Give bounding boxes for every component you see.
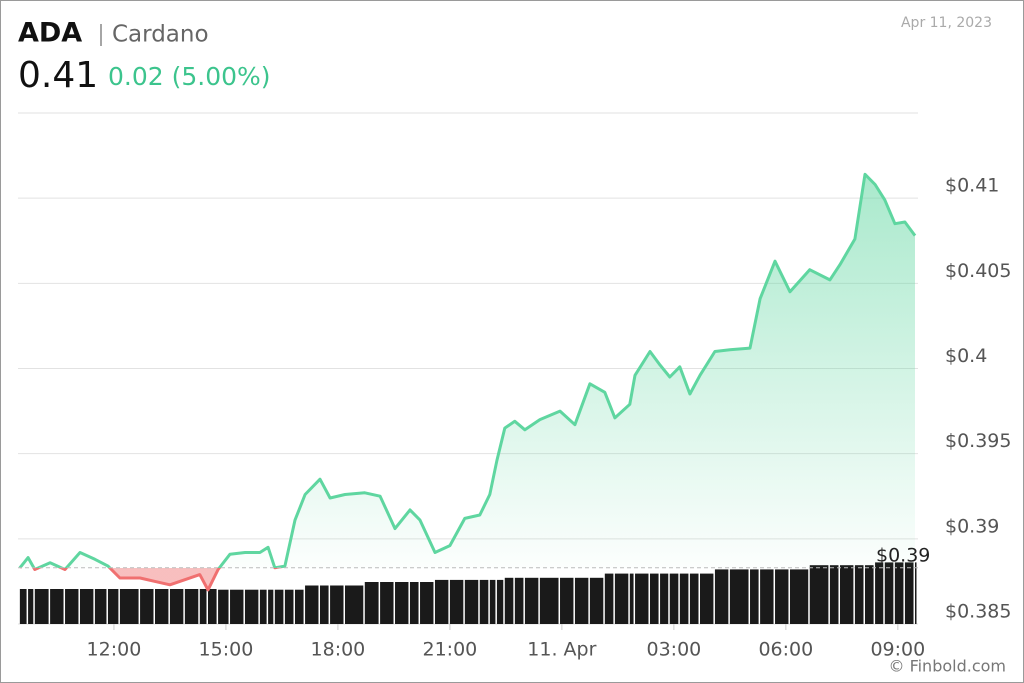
volume-bar: [434, 579, 449, 624]
volume-bar: [629, 573, 634, 624]
volume-bar: [915, 562, 917, 624]
volume-bar: [294, 589, 304, 624]
volume-bar: [829, 565, 839, 624]
volume-bar: [524, 577, 539, 624]
volume-bar: [119, 589, 139, 624]
x-tick-label: 03:00: [646, 639, 701, 661]
volume-bar: [274, 589, 284, 624]
x-tick-label: 11. Apr: [527, 639, 596, 661]
volume-bar: [395, 582, 409, 624]
volume-bar: [479, 579, 489, 624]
credit: © Finbold.com: [888, 657, 1006, 676]
y-tick-label: $0.405: [945, 260, 1011, 282]
volume-bar: [775, 569, 789, 624]
volume-bar: [539, 577, 559, 624]
volume-bar: [574, 577, 589, 624]
volume-bar: [244, 589, 259, 624]
volume-bar: [28, 589, 34, 624]
x-tick-label: 06:00: [758, 639, 813, 661]
volume-bar: [284, 589, 294, 624]
volume-bar: [604, 573, 614, 624]
volume-bar: [345, 585, 364, 624]
x-tick-label: 12:00: [87, 639, 142, 661]
volume-bar: [268, 589, 274, 624]
volume-bar: [199, 589, 207, 624]
x-tick-label: 15:00: [199, 639, 254, 661]
date: Apr 11, 2023: [901, 15, 992, 31]
plot: $0.385 $0.39 $0.395 $0.4 $0.405 $0.41 12:00 15:…: [18, 172, 1011, 661]
volume-bar: [409, 582, 419, 624]
volume-bar: [679, 573, 689, 624]
volume-bar: [184, 589, 199, 624]
volume-bar: [208, 589, 217, 624]
volume-bar: [894, 562, 904, 624]
ticker: ADA: [18, 18, 82, 49]
volume-bar: [319, 585, 329, 624]
price-area: [19, 174, 915, 590]
volume-bar: [884, 562, 894, 624]
volume-bar: [854, 565, 864, 624]
volume-bar: [19, 589, 27, 624]
volume-bar: [230, 589, 244, 624]
price-change: 0.02 (5.00%): [108, 62, 271, 91]
volume-bar: [464, 579, 479, 624]
volume-bar: [669, 573, 679, 624]
volume-bar: [330, 585, 344, 624]
volume-bar: [589, 577, 604, 624]
x-tick-label: 21:00: [423, 639, 478, 661]
asset-name: Cardano: [112, 22, 209, 48]
volume-bar: [94, 589, 107, 624]
previous-close-label: $0.39: [876, 544, 930, 566]
price-line: [18, 172, 917, 592]
volume-bar: [305, 585, 319, 624]
volume-bar: [364, 582, 379, 624]
y-tick-label: $0.41: [945, 175, 999, 197]
volume-bar: [79, 589, 94, 624]
volume-bar: [750, 569, 759, 624]
volume-bar: [504, 577, 514, 624]
volume-bar: [649, 573, 659, 624]
volume-bar: [714, 569, 729, 624]
volume-bar: [689, 573, 699, 624]
volume-bar: [789, 569, 809, 624]
y-tick-label: $0.395: [945, 430, 1011, 452]
y-tick-label: $0.385: [945, 601, 1011, 623]
volume-bar: [380, 582, 394, 624]
volume-bar: [218, 589, 229, 624]
volume-bar: [449, 579, 464, 624]
volume-bar: [864, 565, 874, 624]
volume-bar: [169, 589, 184, 624]
volume-bar: [809, 565, 829, 624]
volume-bar: [259, 589, 267, 624]
volume-bar: [154, 589, 169, 624]
volume-bar: [420, 582, 434, 624]
volume-bar: [729, 569, 749, 624]
x-tick-label: 18:00: [311, 639, 366, 661]
volume-bar: [904, 562, 914, 624]
volume-bar: [489, 579, 496, 624]
volume-bar: [839, 565, 854, 624]
y-tick-label: $0.4: [945, 345, 987, 367]
volume-bar: [140, 589, 154, 624]
volume-bar: [496, 579, 504, 624]
x-tick-label: 09:00: [870, 639, 925, 661]
price: 0.41: [18, 55, 98, 96]
volume-bar: [65, 589, 79, 624]
volume-bar: [635, 573, 649, 624]
volume-bar: [514, 577, 524, 624]
volume-bar: [660, 573, 669, 624]
volume-bar: [34, 589, 49, 624]
volume-bar: [560, 577, 574, 624]
volume-bar: [50, 589, 64, 624]
volume-bar: [875, 562, 884, 624]
volume-bar: [107, 589, 119, 624]
volume-bar: [699, 573, 714, 624]
volume-bar: [760, 569, 774, 624]
volume-bar: [614, 573, 629, 624]
y-tick-label: $0.39: [945, 515, 999, 537]
